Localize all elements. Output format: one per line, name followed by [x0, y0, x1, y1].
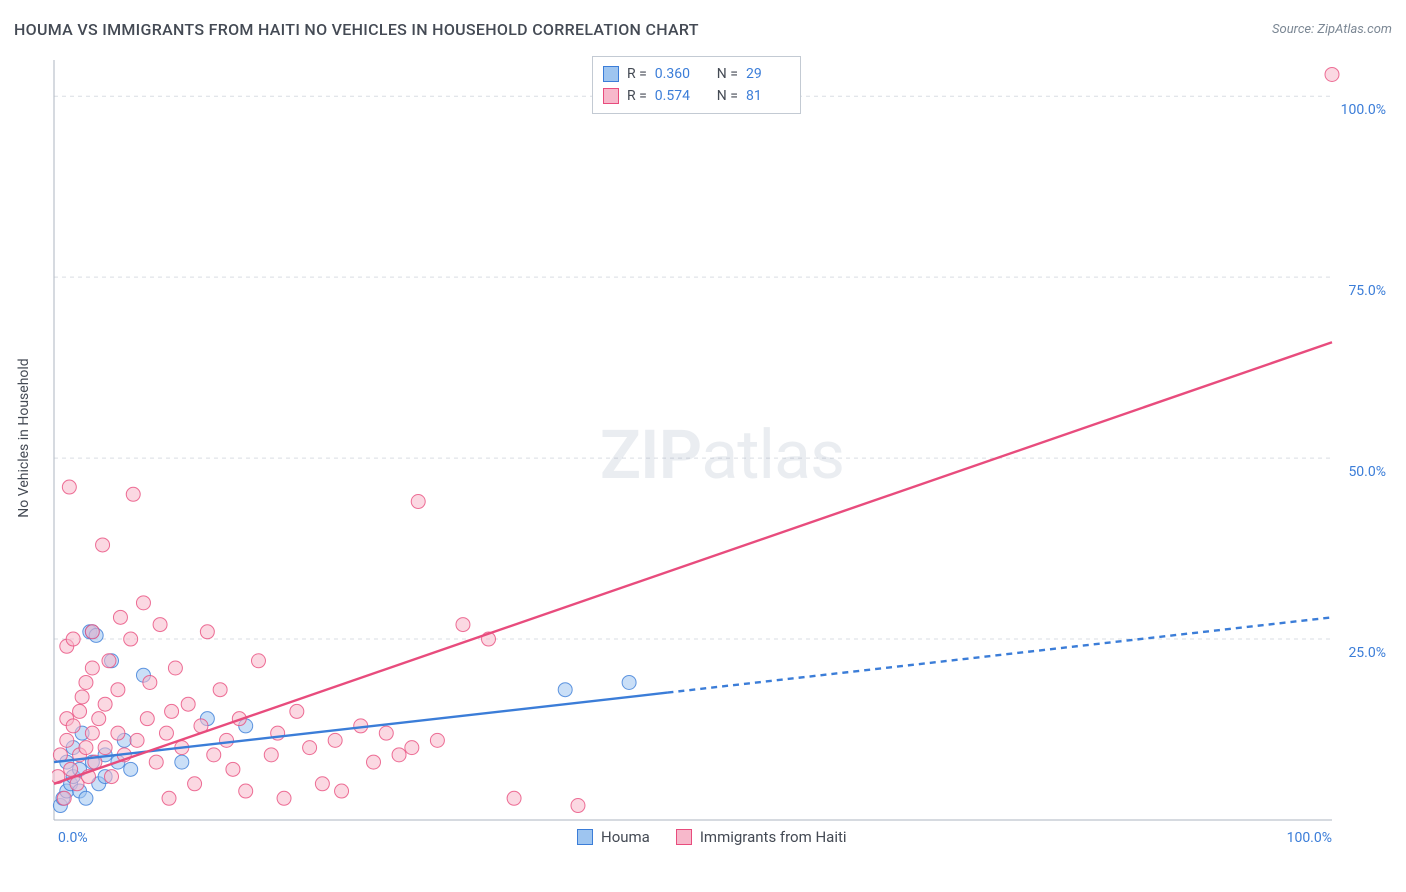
chart-area: 25.0%50.0%75.0%100.0%0.0%100.0% ZIPatlas…	[52, 50, 1392, 860]
svg-text:50.0%: 50.0%	[1348, 464, 1386, 480]
series-name: Immigrants from Haiti	[700, 828, 847, 846]
legend-swatch	[676, 829, 692, 845]
legend-swatch	[603, 66, 619, 82]
legend-n-value: 29	[746, 63, 790, 85]
y-axis-label: No Vehicles in Household	[16, 358, 32, 517]
legend-n-value: 81	[746, 85, 790, 107]
legend-r-value: 0.360	[655, 63, 699, 85]
legend-n-label: N =	[717, 85, 738, 107]
series-name: Houma	[601, 828, 650, 846]
legend-n-label: N =	[717, 63, 738, 85]
legend-r-label: R =	[627, 85, 647, 107]
legend-r-label: R =	[627, 63, 647, 85]
legend-r-row: R = 0.574 N = 81	[603, 85, 790, 107]
legend-r-value: 0.574	[655, 85, 699, 107]
legend-swatch	[603, 88, 619, 104]
legend-swatch	[577, 829, 593, 845]
series-legend-item: Houma	[577, 828, 650, 846]
svg-text:0.0%: 0.0%	[58, 830, 88, 846]
chart-title: HOUMA VS IMMIGRANTS FROM HAITI NO VEHICL…	[14, 20, 699, 39]
series-legend-item: Immigrants from Haiti	[676, 828, 847, 846]
correlation-legend: R = 0.360 N = 29 R = 0.574 N = 81	[592, 56, 801, 114]
svg-text:100.0%: 100.0%	[1287, 830, 1332, 846]
svg-text:75.0%: 75.0%	[1348, 283, 1386, 299]
legend-r-row: R = 0.360 N = 29	[603, 63, 790, 85]
scatter-plot-svg: 25.0% 50.0% 75.0% 100.0% 0.0% 100.0%	[52, 50, 1392, 860]
source-attribution: Source: ZipAtlas.com	[1272, 22, 1392, 37]
svg-text:25.0%: 25.0%	[1348, 645, 1386, 661]
svg-text:100.0%: 100.0%	[1341, 102, 1386, 118]
series-legend: Houma Immigrants from Haiti	[577, 828, 847, 846]
